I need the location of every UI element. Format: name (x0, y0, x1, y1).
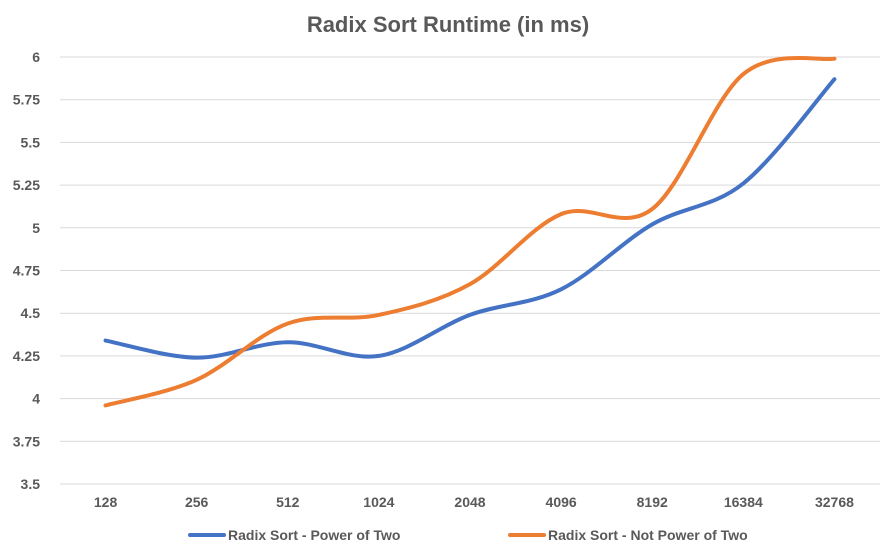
gridlines (60, 56, 880, 485)
y-tick-label: 3.75 (13, 433, 40, 449)
legend-label: Radix Sort - Power of Two (228, 527, 400, 543)
x-tick-label: 8192 (637, 494, 668, 510)
series-lines (103, 55, 837, 408)
x-axis-tick-labels: 128 256 512 1024 2048 4096 8192 16384 32768 (94, 494, 854, 510)
chart-title: Radix Sort Runtime (in ms) (307, 12, 589, 37)
y-tick-label: 3.5 (21, 476, 41, 492)
x-tick-label: 4096 (546, 494, 577, 510)
series-line-not-power-of-two (103, 55, 837, 408)
x-tick-label: 1024 (363, 494, 394, 510)
series-line-power-of-two (103, 77, 837, 360)
x-tick-label: 256 (185, 494, 209, 510)
x-tick-label: 32768 (815, 494, 854, 510)
x-tick-label: 128 (94, 494, 118, 510)
y-tick-label: 5.25 (13, 177, 40, 193)
y-tick-label: 4.75 (13, 263, 40, 279)
y-tick-label: 5.5 (21, 134, 41, 150)
legend-label: Radix Sort - Not Power of Two (548, 527, 748, 543)
y-axis-tick-labels: 3.5 3.75 4 4.25 4.5 4.75 5 5.25 5.5 5.75 6 (13, 49, 40, 492)
y-tick-label: 6 (32, 49, 40, 65)
y-tick-label: 5.75 (13, 92, 40, 108)
y-tick-label: 5 (32, 220, 40, 236)
x-tick-label: 16384 (724, 494, 763, 510)
legend: Radix Sort - Power of Two Radix Sort - No… (188, 527, 748, 543)
y-tick-label: 4 (32, 391, 40, 407)
x-tick-label: 512 (276, 494, 300, 510)
y-tick-label: 4.25 (13, 348, 40, 364)
x-tick-label: 2048 (454, 494, 485, 510)
y-tick-label: 4.5 (21, 305, 41, 321)
